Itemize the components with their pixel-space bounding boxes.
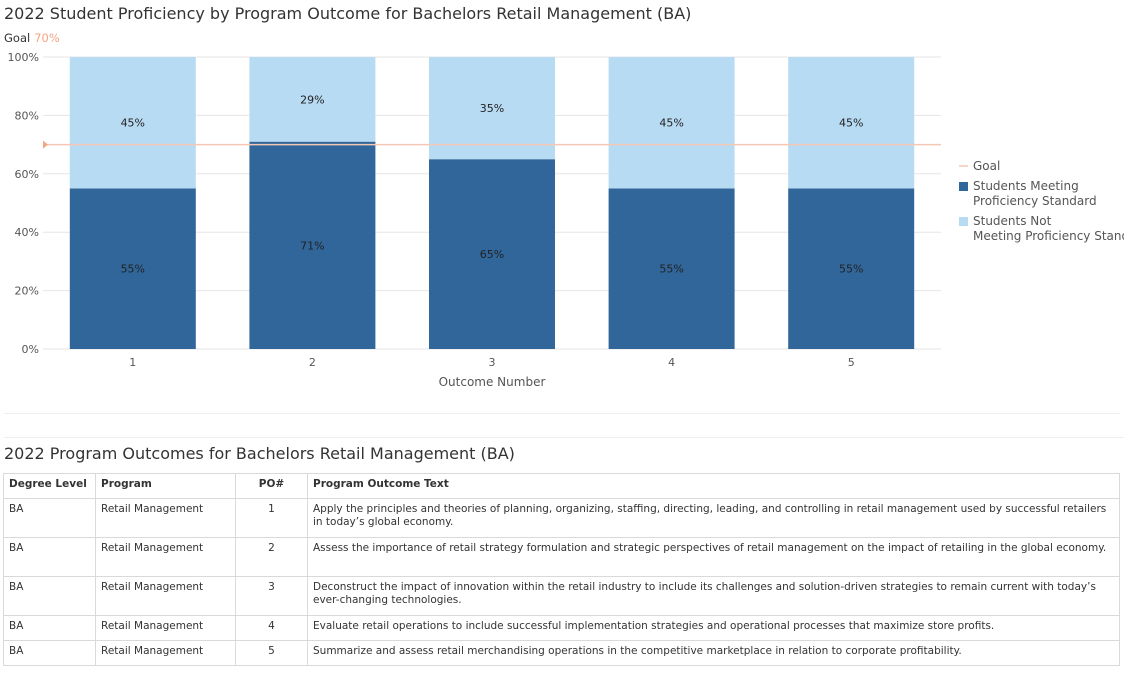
goal-marker-icon: [43, 140, 48, 149]
data-label-not-meeting: 45%: [659, 117, 683, 130]
cell-outcome-text: Assess the importance of retail strategy…: [307, 537, 1120, 577]
bar-not-meeting-standard: [69, 57, 196, 189]
table-title: 2022 Program Outcomes for Bachelors Reta…: [4, 444, 515, 463]
data-label-meeting: 55%: [121, 263, 145, 276]
legend-goal-label: Goal: [973, 159, 1000, 173]
cell-degree: BA: [3, 640, 96, 666]
bar-not-meeting-standard: [429, 57, 555, 160]
table-row: BA Retail Management 5 Summarize and ass…: [3, 640, 1120, 666]
y-tick-label: 20%: [15, 285, 39, 298]
table-row: BA Retail Management 3 Deconstruct the i…: [3, 576, 1120, 616]
cell-program: Retail Management: [95, 615, 236, 641]
data-label-meeting: 55%: [839, 263, 863, 276]
table-row: BA Retail Management 1 Apply the princip…: [3, 498, 1120, 538]
header-outcome-text: Program Outcome Text: [307, 473, 1120, 499]
y-tick-label: 40%: [15, 226, 39, 239]
data-label-meeting: 71%: [300, 239, 324, 252]
cell-program: Retail Management: [95, 537, 236, 577]
cell-program: Retail Management: [95, 576, 236, 616]
cell-outcome-text: Evaluate retail operations to include su…: [307, 615, 1120, 641]
header-degree-level: Degree Level: [3, 473, 96, 499]
legend-meeting-swatch: [959, 182, 968, 191]
section-divider: [4, 437, 1124, 438]
data-label-not-meeting: 45%: [121, 117, 145, 130]
cell-outcome-text: Deconstruct the impact of innovation wit…: [307, 576, 1120, 616]
chart-area: 0% 20% 40% 60% 80% 100% 55% 45% 1 71% 29% 2 65% 35% 3 5…: [8, 51, 1124, 389]
goal-value: 70%: [34, 31, 60, 45]
cell-degree: BA: [3, 615, 96, 641]
cell-po: 5: [235, 640, 308, 666]
goal-label-text: Goal: [4, 31, 31, 45]
header-program: Program: [95, 473, 236, 499]
cell-po: 1: [235, 498, 308, 538]
x-tick-label: 5: [848, 356, 855, 369]
data-label-meeting: 55%: [659, 263, 683, 276]
cell-po: 2: [235, 537, 308, 577]
bar-meeting-standard: [69, 188, 196, 349]
x-tick-label: 2: [309, 356, 316, 369]
legend-meeting-label: Students Meeting Proficiency Standard: [973, 179, 1097, 208]
x-tick-label: 3: [489, 356, 496, 369]
table-header-row: Degree Level Program PO# Program Outcome…: [3, 473, 1120, 499]
table-row: BA Retail Management 2 Assess the import…: [3, 537, 1120, 577]
bar-meeting-standard: [429, 159, 555, 349]
cell-po: 4: [235, 615, 308, 641]
cell-outcome-text: Apply the principles and theories of pla…: [307, 498, 1120, 538]
y-tick-label: 0%: [22, 343, 39, 356]
bar-meeting-standard: [249, 141, 376, 349]
cell-program: Retail Management: [95, 640, 236, 666]
legend-not-meeting-swatch: [959, 217, 968, 226]
bar-not-meeting-standard: [249, 57, 376, 142]
header-po-number: PO#: [235, 473, 308, 499]
x-axis-label: Outcome Number: [439, 375, 546, 389]
data-label-not-meeting: 35%: [480, 102, 504, 115]
x-tick-label: 4: [668, 356, 675, 369]
bar-not-meeting-standard: [608, 57, 735, 189]
data-label-meeting: 65%: [480, 248, 504, 261]
program-outcomes-table: Degree Level Program PO# Program Outcome…: [3, 473, 1120, 666]
bar-not-meeting-standard: [788, 57, 915, 189]
data-label-not-meeting: 29%: [300, 93, 324, 106]
y-tick-label: 80%: [15, 109, 39, 122]
cell-po: 3: [235, 576, 308, 616]
chart-title: 2022 Student Proficiency by Program Outc…: [4, 4, 692, 23]
bar-meeting-standard: [608, 188, 735, 349]
table-row: BA Retail Management 4 Evaluate retail o…: [3, 615, 1120, 641]
y-tick-label: 100%: [8, 51, 39, 64]
y-tick-label: 60%: [15, 168, 39, 181]
cell-degree: BA: [3, 498, 96, 538]
bar-meeting-standard: [788, 188, 915, 349]
cell-outcome-text: Summarize and assess retail merchandisin…: [307, 640, 1120, 666]
cell-degree: BA: [3, 537, 96, 577]
goal-indicator: Goal 70%: [4, 31, 60, 45]
cell-degree: BA: [3, 576, 96, 616]
x-tick-label: 1: [129, 356, 136, 369]
data-label-not-meeting: 45%: [839, 117, 863, 130]
section-divider: [4, 413, 1120, 414]
cell-program: Retail Management: [95, 498, 236, 538]
